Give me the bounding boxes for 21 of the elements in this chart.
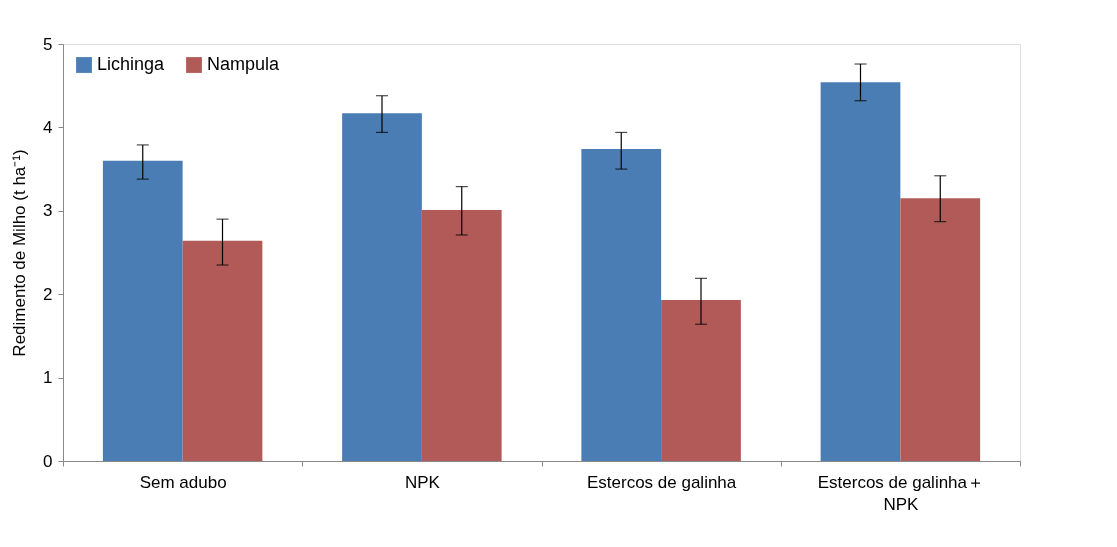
bar xyxy=(182,240,263,461)
bar xyxy=(900,198,981,461)
y-tick-label: 2 xyxy=(43,284,53,304)
bar xyxy=(342,113,422,461)
legend-label: Nampula xyxy=(207,54,281,74)
y-tick-label: 0 xyxy=(43,451,53,471)
x-tick-label: Estercos de galinha＋ NPK xyxy=(817,472,985,514)
bar xyxy=(102,160,183,461)
y-tick-label: 5 xyxy=(43,34,53,54)
legend-label: Lichinga xyxy=(97,54,166,74)
y-tick-label: 4 xyxy=(43,117,53,137)
bar xyxy=(661,300,741,461)
x-tick-label: NPK xyxy=(404,472,441,492)
bar xyxy=(581,149,662,461)
bar xyxy=(820,82,901,461)
x-tick-label: Sem adubo xyxy=(139,472,227,492)
bar xyxy=(421,209,502,461)
y-tick-label: 1 xyxy=(43,368,53,388)
y-axis-title: Redimento de Milho (t ha⁻¹) xyxy=(10,149,30,357)
x-tick-label: Estercos de galinha xyxy=(586,472,737,492)
y-tick-label: 3 xyxy=(43,201,53,221)
